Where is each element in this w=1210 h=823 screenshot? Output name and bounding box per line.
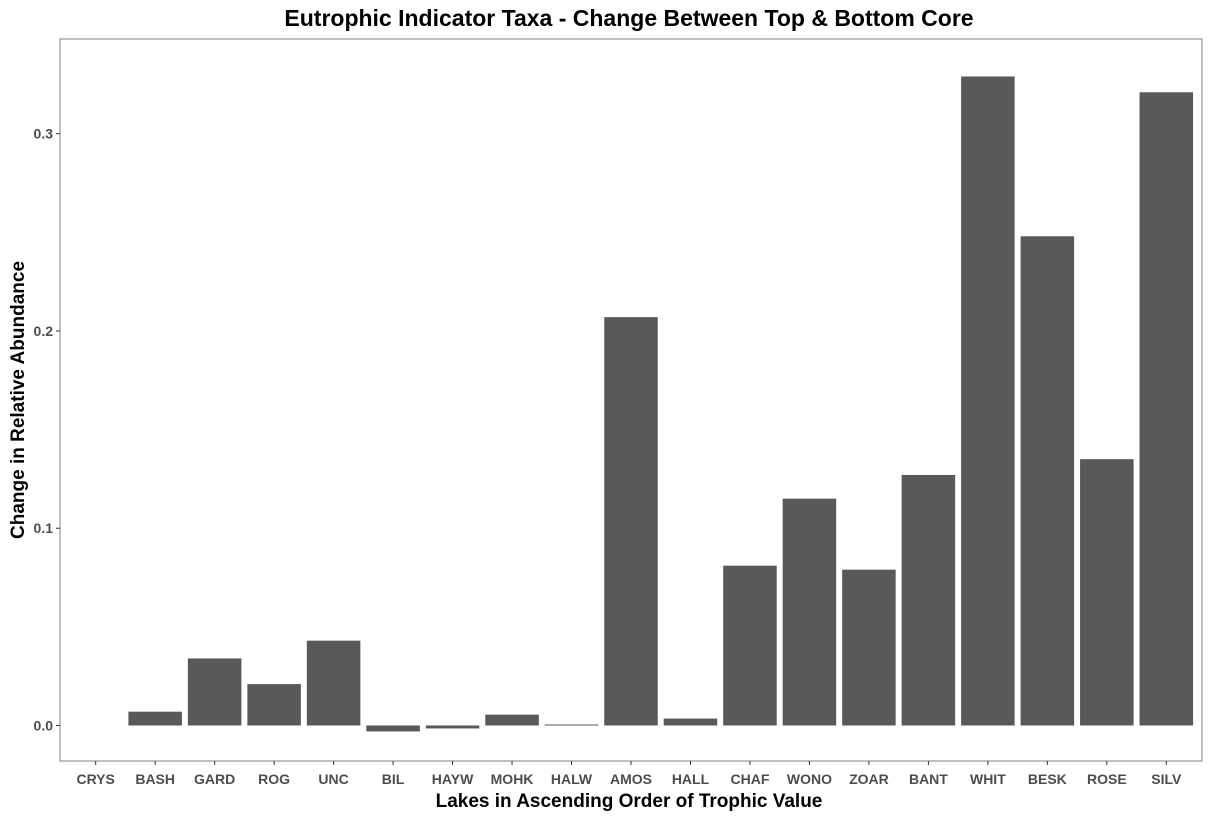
x-tick-label: AMOS: [610, 771, 652, 787]
bar-besk: [1020, 236, 1075, 726]
x-tick-label: BIL: [382, 771, 405, 787]
chart-title: Eutrophic Indicator Taxa - Change Betwee…: [284, 5, 973, 31]
x-tick-label: CRYS: [76, 771, 114, 787]
bar-rose: [1080, 459, 1134, 726]
bar-rog: [247, 684, 301, 726]
x-tick-label: GARD: [194, 771, 235, 787]
x-tick-label: WONO: [787, 771, 832, 787]
x-tick-label: HALL: [672, 771, 710, 787]
y-axis-title: Change in Relative Abundance: [8, 261, 29, 539]
x-tick-label: HAYW: [432, 771, 474, 787]
bars-group: [128, 76, 1194, 732]
x-axis-title: Lakes in Ascending Order of Trophic Valu…: [436, 791, 823, 812]
x-tick-label: SILV: [1151, 771, 1182, 787]
x-tick-label: CHAF: [731, 771, 770, 787]
x-tick-label: MOHK: [491, 771, 534, 787]
bar-bil: [366, 725, 420, 732]
bar-hall: [663, 718, 718, 726]
bar-mohk: [485, 714, 539, 726]
y-tick-label: 0.0: [34, 717, 54, 733]
y-tick-label: 0.2: [34, 323, 54, 339]
bar-hayw: [425, 725, 480, 729]
bar-unc: [306, 640, 361, 726]
x-axis: CRYS BASH GARD ROG UNC BIL HAYW MOHK HALW AMOS HAL…: [76, 761, 1182, 787]
bar-amos: [604, 317, 658, 726]
y-tick-label: 0.3: [34, 126, 54, 142]
bar-halw: [544, 724, 599, 726]
x-tick-label: BASH: [135, 771, 175, 787]
x-tick-label: BESK: [1028, 771, 1067, 787]
y-axis: 0.0 0.1 0.2 0.3: [34, 126, 60, 733]
bar-chaf: [723, 565, 777, 726]
x-tick-label: BANT: [909, 771, 948, 787]
x-tick-label: UNC: [318, 771, 348, 787]
bar-zoar: [842, 569, 896, 726]
bar-wono: [782, 498, 837, 726]
bar-whit: [961, 76, 1015, 726]
x-tick-label: WHIT: [970, 771, 1006, 787]
x-tick-label: ZOAR: [849, 771, 889, 787]
x-tick-label: ROSE: [1087, 771, 1127, 787]
x-tick-label: HALW: [551, 771, 593, 787]
bar-bash: [128, 711, 182, 726]
bar-gard: [187, 658, 242, 726]
x-tick-label: ROG: [258, 771, 290, 787]
bar-bant: [901, 474, 956, 726]
bar-silv: [1139, 92, 1194, 726]
y-tick-label: 0.1: [34, 520, 54, 536]
